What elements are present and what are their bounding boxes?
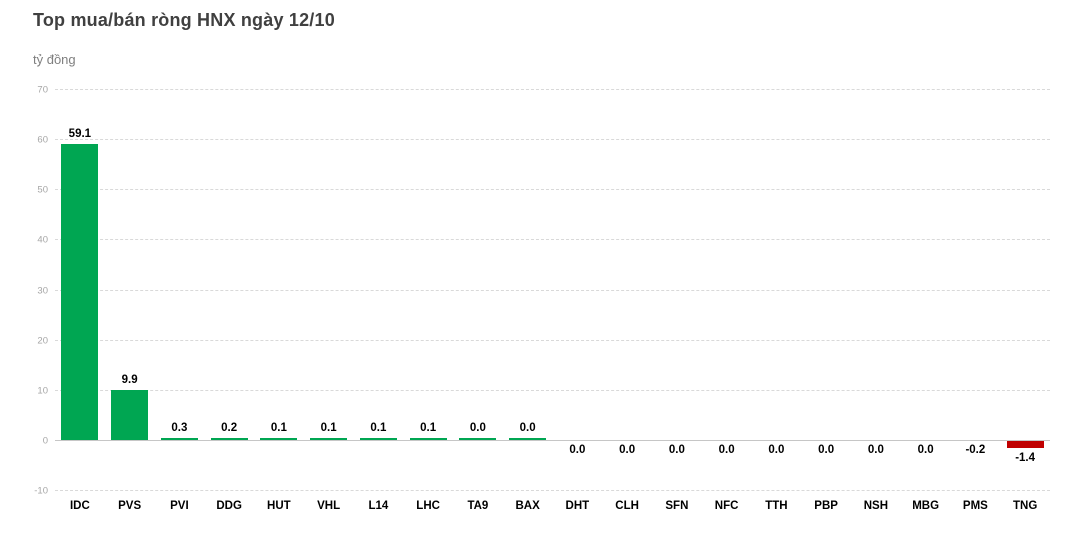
plot-area: 70 60 50 40 30 20 10 0 -10 59.1 IDC 9.9 PVS 0.3 PVI 0.2…: [34, 85, 1050, 512]
x-axis-label-nfc: NFC: [714, 500, 739, 512]
bar-value-label-sfn: 0.0: [668, 443, 685, 456]
y-axis-tick-label: 10: [37, 385, 48, 397]
bar-value-label-nfc: 0.0: [718, 443, 735, 456]
x-axis-label-dht: DHT: [565, 500, 590, 512]
gridline: 20: [37, 335, 1050, 346]
bar-value-label-idc: 59.1: [68, 127, 92, 140]
y-axis-tick-label: -10: [34, 485, 48, 497]
chart-title: Top mua/bán ròng HNX ngày 12/10: [33, 10, 335, 30]
gridline: 70: [37, 85, 1050, 96]
bar-value-label-tng: -1.4: [1015, 451, 1036, 464]
x-axis-label-idc: IDC: [69, 500, 90, 512]
y-axis-tick-label: 40: [37, 234, 48, 246]
x-axis-label-mbg: MBG: [912, 500, 940, 512]
x-axis-label-bax: BAX: [515, 500, 540, 512]
x-axis-label-pvi: PVI: [170, 500, 189, 512]
gridline: 60: [37, 135, 1050, 146]
bar-ddg: [210, 437, 248, 440]
y-axis-tick-label: 30: [37, 285, 48, 296]
x-axis-label-ta9: TA9: [467, 500, 489, 512]
x-axis-label-pbp: PBP: [814, 500, 838, 512]
bar-value-label-pms: -0.2: [965, 443, 986, 456]
x-axis-label-tng: TNG: [1012, 500, 1038, 512]
y-axis-tick-label: 20: [37, 335, 48, 347]
bar-value-label-tth: 0.0: [768, 443, 785, 456]
bar-lhc: [409, 437, 447, 440]
bar-value-label-pvi: 0.3: [171, 421, 188, 434]
bar-value-label-clh: 0.0: [619, 443, 636, 456]
x-axis-label-nsh: NSH: [863, 500, 889, 512]
bar-value-label-vhl: 0.1: [320, 421, 337, 434]
bar-bax: [509, 437, 547, 440]
bar-idc: [61, 143, 99, 440]
x-axis-label-sfn: SFN: [665, 500, 689, 512]
zero-line: 0: [43, 435, 1050, 446]
gridline: 30: [37, 285, 1050, 296]
bar-value-label-pbp: 0.0: [818, 443, 835, 456]
x-axis-label-vhl: VHL: [317, 500, 341, 512]
x-axis-label-tth: TTH: [765, 500, 788, 512]
x-axis-label-clh: CLH: [615, 500, 639, 512]
bar-hut: [260, 437, 298, 440]
bar-pvi: [160, 437, 198, 440]
bar-tng: [1006, 440, 1044, 448]
bar-value-label-l14: 0.1: [370, 421, 387, 434]
bar-vhl: [310, 437, 348, 440]
bar-value-label-ta9: 0.0: [469, 421, 486, 434]
bar-value-label-dht: 0.0: [569, 443, 586, 456]
x-axis-label-pms: PMS: [962, 500, 988, 512]
bar-l14: [359, 437, 397, 440]
gridline: 40: [37, 235, 1050, 246]
bar-value-label-mbg: 0.0: [917, 443, 934, 456]
x-axis-label-pvs: PVS: [118, 500, 142, 512]
y-axis-tick-label: 0: [42, 435, 48, 447]
y-axis-tick-label: 50: [37, 184, 48, 196]
gridline: -10: [34, 486, 1050, 497]
x-axis-label-ddg: DDG: [216, 500, 242, 512]
bar-ta9: [459, 437, 497, 440]
y-axis-tick-label: 60: [37, 134, 48, 146]
bar-value-label-pvs: 9.9: [121, 374, 138, 387]
bar-value-label-lhc: 0.1: [420, 421, 437, 434]
x-axis-label-lhc: LHC: [416, 500, 440, 512]
gridline: 50: [37, 185, 1050, 196]
gridline: 10: [37, 385, 1050, 396]
bar-value-label-bax: 0.0: [519, 421, 536, 434]
x-axis-label-hut: HUT: [267, 500, 291, 512]
bar-value-label-hut: 0.1: [270, 421, 287, 434]
bar-pvs: [111, 390, 149, 440]
bar-value-label-ddg: 0.2: [221, 421, 238, 434]
bar-value-label-nsh: 0.0: [867, 443, 884, 456]
y-axis-tick-label: 70: [37, 84, 48, 96]
x-axis-label-l14: L14: [368, 500, 389, 512]
y-axis-unit-label: tỷ đồng: [33, 52, 76, 67]
